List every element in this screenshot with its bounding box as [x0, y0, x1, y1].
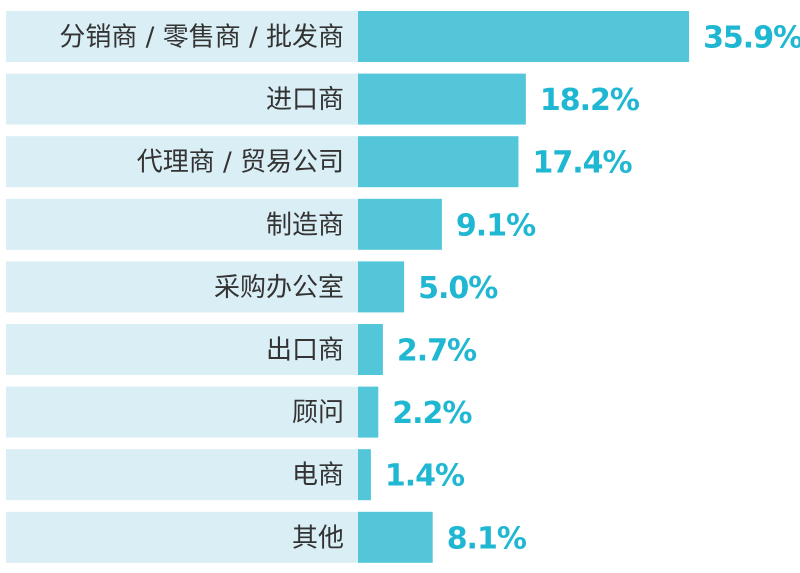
bar: [358, 11, 690, 62]
category-label: 代理商 / 贸易公司: [137, 148, 344, 178]
bar: [358, 198, 442, 250]
bar: [358, 261, 405, 313]
bar: [358, 136, 519, 188]
category-label: 分销商 / 零售商 / 批发商: [59, 23, 344, 53]
bar-row: 其他 8.1%: [6, 511, 528, 563]
bar-row: 出口商 2.7%: [6, 324, 478, 375]
category-label-background: [6, 198, 358, 250]
value-label: 35.9%: [703, 21, 800, 56]
value-label: 2.7%: [397, 334, 477, 369]
bar-row: 采购办公室 5.0%: [6, 261, 499, 313]
value-label: 18.2%: [540, 83, 640, 118]
bar-row: 电商 1.4%: [6, 449, 466, 501]
value-label: 2.2%: [392, 396, 472, 431]
bar-row: 分销商 / 零售商 / 批发商 35.9%: [6, 11, 800, 62]
category-label-background: [6, 324, 358, 375]
bar: [358, 449, 371, 501]
category-label: 电商: [292, 461, 344, 491]
value-label: 5.0%: [418, 271, 498, 306]
category-label-background: [6, 511, 358, 563]
bar-row: 进口商 18.2%: [6, 73, 641, 125]
category-label: 采购办公室: [214, 273, 344, 303]
category-label-background: [6, 386, 358, 438]
bar-row: 顾问 2.2%: [6, 386, 473, 438]
bar: [358, 73, 526, 125]
value-label: 17.4%: [532, 146, 632, 181]
bar: [358, 386, 379, 438]
value-label: 1.4%: [385, 459, 465, 494]
category-label: 其他: [292, 523, 344, 553]
bar-row: 制造商 9.1%: [6, 198, 537, 250]
category-label: 制造商: [266, 210, 344, 240]
value-label: 9.1%: [456, 208, 536, 243]
category-label-background: [6, 136, 358, 188]
category-label-background: [6, 449, 358, 501]
bar: [358, 511, 433, 563]
category-label: 出口商: [266, 336, 344, 366]
category-label: 进口商: [266, 85, 344, 115]
bar-row: 代理商 / 贸易公司 17.4%: [6, 136, 633, 188]
category-label: 顾问: [292, 398, 344, 428]
category-label-background: [6, 261, 358, 313]
category-label-background: [6, 11, 358, 62]
value-label: 8.1%: [447, 521, 527, 556]
category-label-background: [6, 73, 358, 125]
bar: [358, 324, 383, 375]
